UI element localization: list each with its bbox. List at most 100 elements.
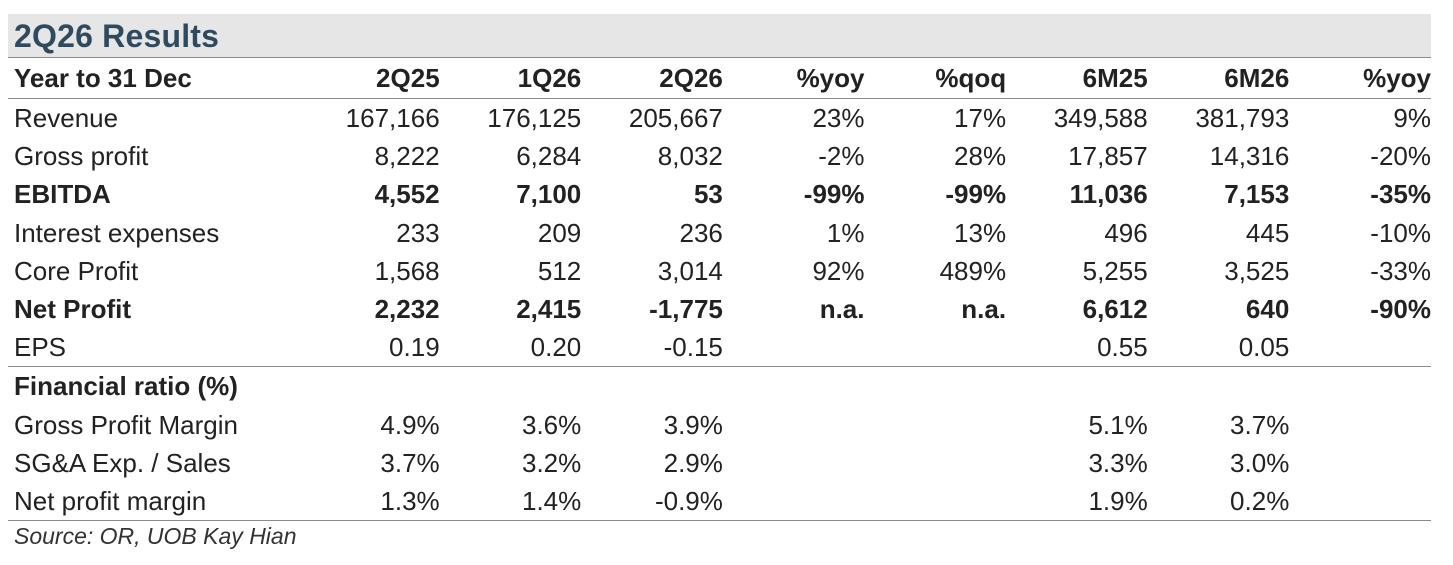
table-row: EBITDA 4,552 7,100 53 -99% -99% 11,036 7… (8, 175, 1431, 213)
row-label: Revenue (14, 103, 119, 134)
table-cell: 17% (954, 103, 1007, 134)
column-header: 2Q26 (581, 58, 723, 99)
table-cell: 1.9% (1006, 481, 1148, 522)
table-cell: 3,525 (1224, 255, 1290, 286)
table-cell: 0.55 (1097, 332, 1148, 363)
section-header-row: Financial ratio (%) (8, 366, 1431, 406)
table-cell: n.a. (819, 294, 865, 325)
table-cell (1289, 444, 1431, 482)
table-cell: 496 (1104, 217, 1148, 248)
column-header: %qoq (864, 58, 1007, 99)
table-cell: 6,612 (1082, 294, 1148, 325)
table-cell: 7,153 (1224, 179, 1290, 210)
table-row: Revenue 167,166 176,125 205,667 23% 17% … (8, 99, 1431, 138)
row-label: Gross Profit Margin (14, 409, 238, 440)
table-cell: 7,100 (516, 179, 582, 210)
table-cell: 17,857 (1068, 141, 1148, 172)
table-cell: 3.7% (1230, 409, 1290, 440)
column-header: 6M26 (1147, 58, 1290, 99)
table-cell: 11,036 (1069, 179, 1148, 210)
table-cell: 28% (954, 141, 1007, 172)
table-cell: 3.2% (522, 447, 582, 478)
table-cell: 0.2% (1147, 481, 1290, 522)
table-row: SG&A Exp. / Sales 3.7% 3.2% 2.9% 3.3% 3.… (8, 444, 1431, 482)
table-cell: 6,284 (516, 141, 582, 172)
table-cell: -99% (803, 179, 865, 210)
table-cell: 2.9% (663, 447, 723, 478)
table-cell (1289, 406, 1431, 444)
results-table-panel: 2Q26 Results Year to 31 Dec 2Q25 1Q26 2Q… (8, 14, 1431, 550)
table-cell (864, 406, 1006, 444)
table-cell: n.a. (961, 294, 1007, 325)
title-bar: 2Q26 Results (8, 14, 1431, 58)
row-label: EBITDA (14, 179, 111, 210)
table-cell: 349,588 (1053, 103, 1148, 134)
table-cell: 1% (826, 217, 865, 248)
table-row: Core Profit 1,568 512 3,014 92% 489% 5,2… (8, 252, 1431, 290)
table-cell: 209 (537, 217, 582, 248)
table-cell: 3.0% (1230, 447, 1290, 478)
table-row: Net Profit 2,232 2,415 -1,775 n.a. n.a. … (8, 290, 1431, 328)
header-row: Year to 31 Dec 2Q25 1Q26 2Q26 %yoy %qoq … (8, 58, 1431, 99)
table-cell: 236 (679, 217, 723, 248)
table-cell: 640 (1245, 294, 1290, 325)
table-cell: 2,232 (374, 294, 440, 325)
table-cell (1289, 328, 1431, 367)
table-cell (864, 444, 1006, 482)
results-table: Year to 31 Dec 2Q25 1Q26 2Q26 %yoy %qoq … (8, 58, 1431, 522)
table-cell: 8,032 (657, 141, 723, 172)
table-cell: 2,415 (516, 294, 582, 325)
table-cell: 9% (1393, 103, 1431, 134)
table-cell: 205,667 (628, 103, 723, 134)
table-cell: -10% (1370, 217, 1431, 248)
table-row: Net profit margin 1.3% 1.4% -0.9% 1.9% 0… (8, 481, 1431, 522)
table-cell: 23% (812, 103, 865, 134)
table-cell: 13% (954, 217, 1007, 248)
table-cell: 0.19 (389, 332, 440, 363)
row-label: Net Profit (14, 294, 131, 325)
table-cell: -0.9% (581, 481, 723, 522)
table-cell: -20% (1370, 141, 1431, 172)
table-cell: 5,255 (1082, 255, 1148, 286)
table-cell: -99% (945, 179, 1007, 210)
table-cell: 4,552 (374, 179, 440, 210)
column-header: 1Q26 (439, 58, 582, 99)
row-label: Core Profit (14, 255, 139, 286)
table-cell (723, 444, 865, 482)
table-cell: 1.3% (298, 481, 440, 522)
table-cell (864, 481, 1007, 522)
table-cell (723, 406, 865, 444)
table-cell: 381,793 (1195, 103, 1290, 134)
table-title: 2Q26 Results (14, 18, 220, 54)
table-cell: 167,166 (345, 103, 440, 134)
table-cell: -1,775 (649, 294, 723, 325)
table-row: Gross Profit Margin 4.9% 3.6% 3.9% 5.1% … (8, 406, 1431, 444)
column-header: 2Q25 (298, 58, 440, 99)
table-cell: -2% (818, 141, 865, 172)
row-label: Interest expenses (14, 217, 220, 248)
table-cell: 92% (812, 255, 865, 286)
column-header: %yoy (1289, 58, 1431, 99)
row-label: Net profit margin (8, 481, 299, 522)
table-row: Interest expenses 233 209 236 1% 13% 496… (8, 214, 1431, 252)
table-cell (723, 328, 865, 367)
table-cell: 4.9% (380, 409, 440, 440)
table-cell: 0.05 (1238, 332, 1290, 363)
column-header: 6M25 (1006, 58, 1148, 99)
table-cell: 3.6% (522, 409, 582, 440)
table-cell: -0.15 (663, 332, 723, 363)
table-cell (1289, 481, 1431, 522)
table-cell: 512 (537, 255, 582, 286)
table-cell: 176,125 (487, 103, 582, 134)
source-note: Source: OR, UOB Kay Hian (14, 523, 297, 550)
table-cell: 0.20 (530, 332, 582, 363)
table-cell: 1,568 (374, 255, 440, 286)
row-label: SG&A Exp. / Sales (14, 447, 231, 478)
table-cell: -35% (1370, 179, 1431, 210)
table-cell: 1.4% (439, 481, 582, 522)
table-cell: 3.9% (663, 409, 723, 440)
table-cell (864, 328, 1006, 367)
table-cell: 233 (396, 217, 440, 248)
column-header: %yoy (722, 58, 865, 99)
table-row: Gross profit 8,222 6,284 8,032 -2% 28% 1… (8, 137, 1431, 175)
